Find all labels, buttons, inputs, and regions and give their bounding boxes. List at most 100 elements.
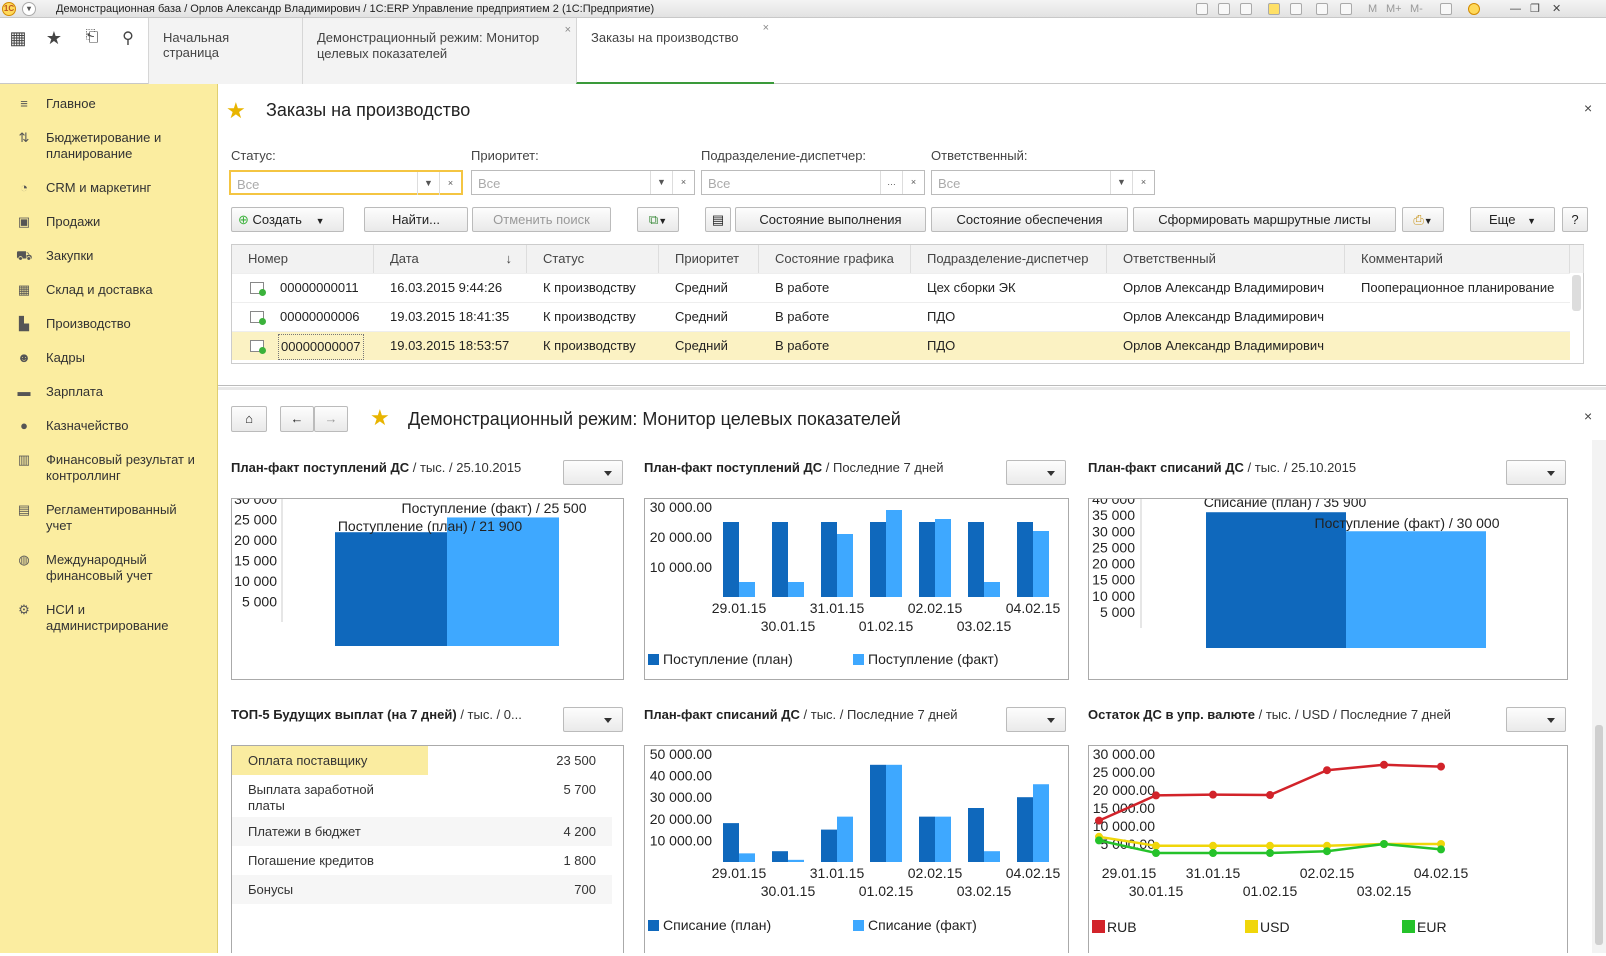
tab-home[interactable]: Начальная страница (148, 18, 302, 84)
minimize-icon[interactable]: — (1510, 0, 1521, 18)
widget-settings-dropdown[interactable] (563, 707, 623, 732)
close-icon[interactable]: × (1584, 100, 1592, 116)
clear-icon[interactable]: × (1132, 171, 1154, 194)
table-row[interactable]: 00000000011 16.03.2015 9:44:26 К произво… (232, 273, 1570, 302)
home-button[interactable]: ⌂ (231, 406, 267, 432)
forward-button[interactable]: → (314, 406, 348, 432)
close-icon[interactable]: × (1584, 408, 1592, 424)
route-sheets-button[interactable]: Сформировать маршрутные листы (1133, 207, 1396, 232)
calculator-icon[interactable] (1340, 3, 1352, 15)
sidebar-item-crm[interactable]: ◔ CRM и маркетинг (0, 180, 218, 196)
preview-icon[interactable] (1240, 3, 1252, 15)
list-item[interactable]: Выплата заработной платы 5 700 (232, 775, 612, 817)
status-filter[interactable]: Все ▼ × (229, 170, 463, 195)
sidebar-item-finresult[interactable]: ▥ Финансовый результат и контроллинг (0, 452, 210, 484)
memory-button[interactable]: M (1368, 0, 1377, 18)
widget-settings-dropdown[interactable] (1006, 460, 1066, 485)
widget-settings-dropdown[interactable] (1506, 707, 1566, 732)
favorites-icon[interactable] (1290, 3, 1302, 15)
print-button[interactable]: ⎙▼ (1402, 207, 1444, 232)
history-icon[interactable] (1196, 3, 1208, 15)
responsible-filter[interactable]: Все ▼ × (931, 170, 1155, 195)
sidebar-item-production[interactable]: ▙ Производство (0, 316, 218, 332)
sidebar-item-regulated[interactable]: ▤ Регламентированный учет (0, 502, 186, 534)
table-scrollbar[interactable] (1572, 275, 1581, 311)
main-menu-icon[interactable]: ▾ (22, 2, 36, 16)
back-button[interactable]: ← (280, 406, 314, 432)
search-icon[interactable]: ⚲ (116, 28, 140, 48)
apps-grid-icon[interactable]: ▦ (6, 28, 30, 49)
tab-production-orders[interactable]: Заказы на производство × (576, 18, 774, 84)
chevron-down-icon[interactable]: ▼ (650, 171, 672, 194)
calendar-icon[interactable] (1316, 3, 1328, 15)
clear-icon[interactable]: × (902, 171, 924, 194)
monitor-scrollbar[interactable] (1592, 440, 1606, 953)
print-icon[interactable] (1218, 3, 1230, 15)
sidebar-item-hr[interactable]: ☻ Кадры (0, 350, 218, 366)
sidebar-item-budget[interactable]: ⇅ Бюджетирование и планирование (0, 130, 218, 162)
chevron-down-icon: ▼ (658, 216, 667, 226)
restore-icon[interactable]: ❐ (1530, 0, 1540, 18)
list-item[interactable]: Платежи в бюджет 4 200 (232, 817, 612, 846)
favorite-star-icon[interactable]: ★ (370, 405, 390, 431)
panels-icon[interactable] (1440, 3, 1452, 15)
tab-monitor[interactable]: Демонстрационный режим: Монитор целевых … (302, 18, 576, 84)
sidebar-item-purchases[interactable]: ⛟ Закупки (0, 248, 218, 264)
find-button[interactable]: Найти... (364, 207, 468, 232)
favorite-star-icon[interactable]: ★ (226, 98, 246, 124)
sidebar-item-salary[interactable]: ▬ Зарплата (0, 384, 218, 400)
division-filter[interactable]: Все … × (701, 170, 925, 195)
list-item[interactable]: Бонусы 700 (232, 875, 612, 904)
supply-state-button[interactable]: Состояние обеспечения (931, 207, 1128, 232)
cancel-search-button[interactable]: Отменить поиск (472, 207, 611, 232)
column-header-responsible[interactable]: Ответственный (1107, 245, 1345, 273)
sidebar-item-sales[interactable]: ▣ Продажи (0, 214, 218, 230)
close-window-icon[interactable]: ✕ (1552, 0, 1561, 18)
sidebar-item-treasury[interactable]: ● Казначейство (0, 418, 218, 434)
y-tick-label: 20 000 (234, 532, 277, 548)
help-button[interactable]: ? (1562, 207, 1588, 232)
list-item[interactable]: Оплата поставщику 23 500 (232, 746, 612, 775)
report-button[interactable]: ▤ (705, 207, 731, 232)
scrollbar-thumb[interactable] (1595, 725, 1603, 945)
sidebar-item-warehouse[interactable]: ▦ Склад и доставка (0, 282, 218, 298)
table-row[interactable]: 00000000006 19.03.2015 18:41:35 К произв… (232, 302, 1570, 331)
exec-state-button[interactable]: Состояние выполнения (735, 207, 926, 232)
bar (1033, 784, 1049, 862)
column-header-date[interactable]: Дата ↓ (374, 245, 527, 273)
close-icon[interactable]: × (763, 22, 769, 34)
close-icon[interactable]: × (565, 22, 571, 38)
sidebar-item-intl[interactable]: ◍ Международный финансовый учет (0, 552, 186, 584)
widget-settings-dropdown[interactable] (563, 460, 623, 485)
chart-expense-week: 50 000.00 40 000.00 30 000.00 20 000.00 10 0… (644, 745, 1069, 953)
clear-icon[interactable]: × (439, 172, 461, 195)
memory-plus-button[interactable]: M+ (1386, 0, 1402, 18)
chevron-down-icon[interactable]: ▼ (417, 172, 439, 195)
info-icon[interactable] (1468, 3, 1480, 15)
priority-filter[interactable]: Все ▼ × (471, 170, 695, 195)
ellipsis-icon[interactable]: … (880, 171, 902, 194)
history-icon[interactable]: ⎗ (80, 28, 104, 46)
widget-settings-dropdown[interactable] (1506, 460, 1566, 485)
more-button[interactable]: Еще ▼ (1470, 207, 1555, 232)
column-header-priority[interactable]: Приоритет (659, 245, 759, 273)
widget-settings-dropdown[interactable] (1006, 707, 1066, 732)
list-item[interactable]: Погашение кредитов 1 800 (232, 846, 612, 875)
x-tick-label: 31.01.15 (810, 600, 865, 616)
create-button[interactable]: ⊕ Создать ▼ (231, 207, 344, 232)
column-header-status[interactable]: Статус (527, 245, 659, 273)
sidebar-item-main[interactable]: ≡ Главное (0, 96, 218, 112)
structure-button[interactable]: ⧉▼ (637, 207, 679, 232)
column-header-division[interactable]: Подразделение-диспетчер (911, 245, 1107, 273)
splitter-handle[interactable] (218, 387, 1606, 390)
star-add-icon[interactable] (1268, 3, 1280, 15)
clear-icon[interactable]: × (672, 171, 694, 194)
table-row-selected[interactable]: 00000000007 19.03.2015 18:53:57 К произв… (232, 331, 1570, 360)
chevron-down-icon[interactable]: ▼ (1110, 171, 1132, 194)
column-header-comment[interactable]: Комментарий (1345, 245, 1570, 273)
sidebar-item-admin[interactable]: ⚙ НСИ и администрирование (0, 602, 186, 634)
column-header-number[interactable]: Номер (232, 245, 374, 273)
memory-minus-button[interactable]: M- (1410, 0, 1423, 18)
favorites-star-icon[interactable]: ★ (42, 28, 66, 49)
column-header-schedule[interactable]: Состояние графика (759, 245, 911, 273)
